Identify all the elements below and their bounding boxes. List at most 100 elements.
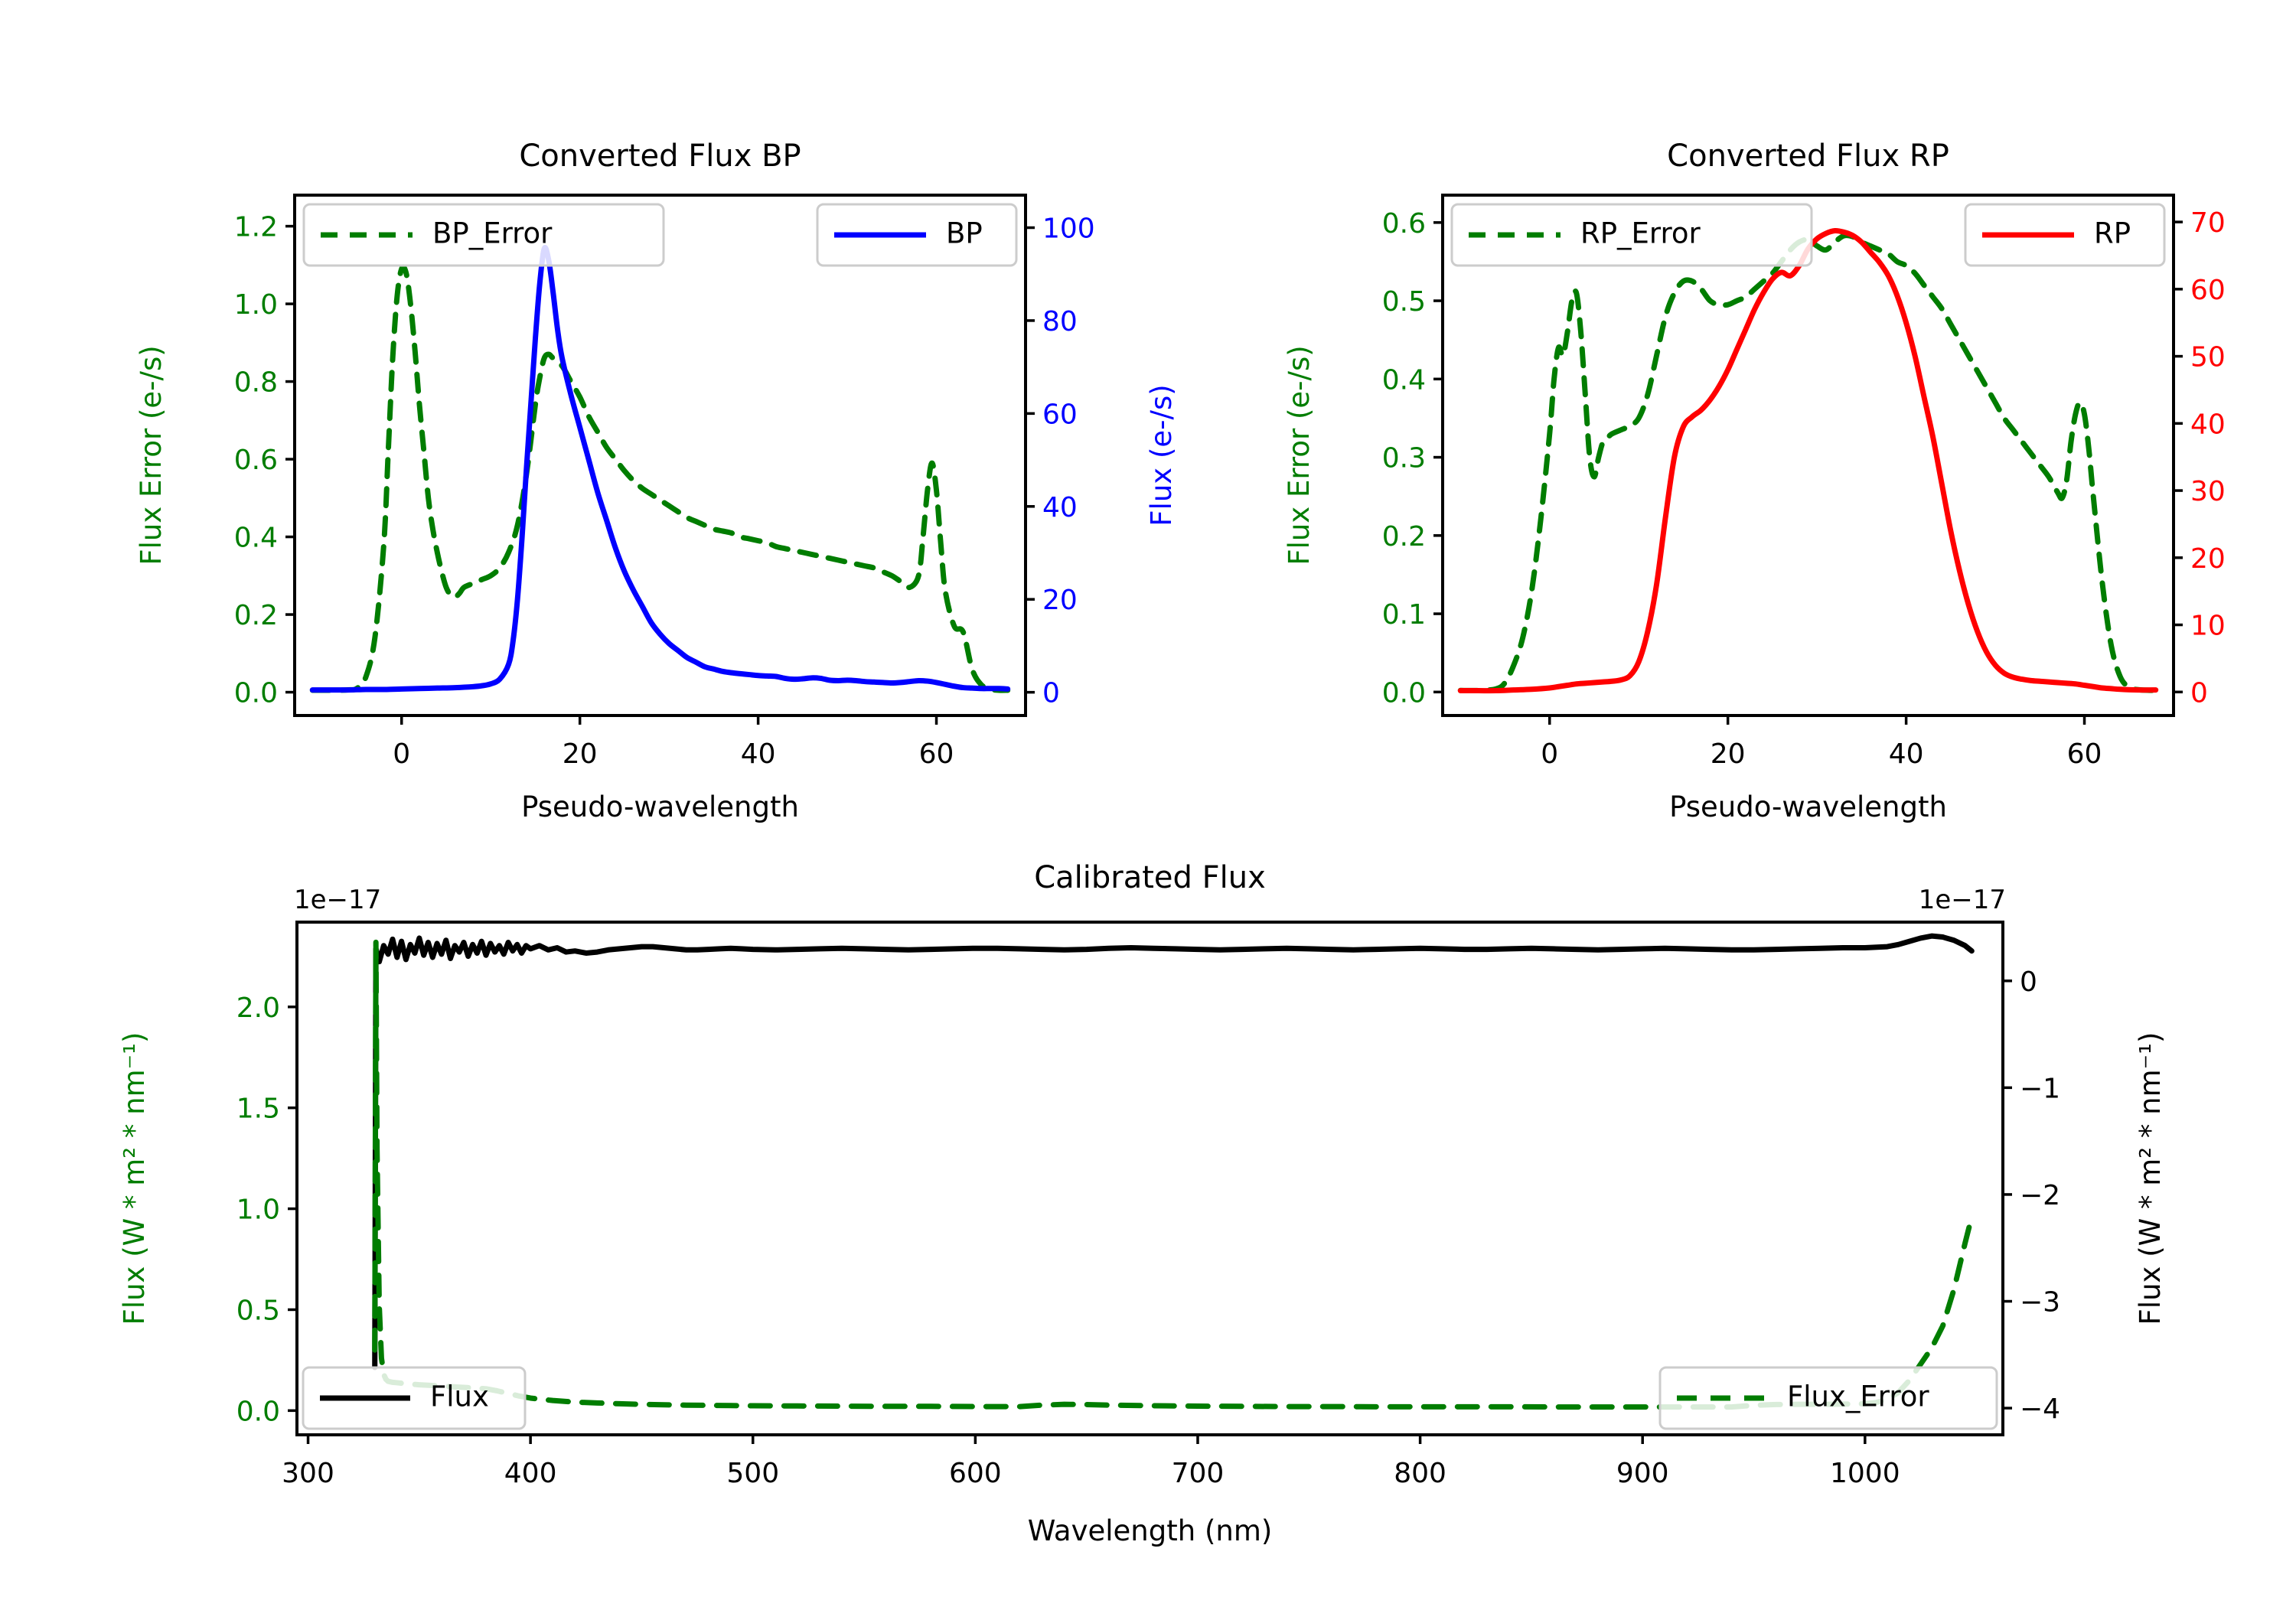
right-y-tick-label: −2 (2020, 1180, 2060, 1211)
legend-label: RP (2094, 217, 2131, 250)
chart-converted-flux-bp: Converted Flux BP 0 20 40 60 Pseudo-wavelengt… (135, 139, 1178, 823)
panel-converted-flux-rp: Converted Flux RP 0 20 40 60 Pseudo-wavelengt… (1148, 0, 2296, 826)
panel-converted-flux-bp: Converted Flux BP 0 20 40 60 Pseudo-wavelengt… (0, 0, 1178, 826)
right-y-tick-label: 40 (1042, 492, 1078, 523)
left-y-tick-label: 0.1 (1382, 599, 1426, 631)
x-tick-label: 500 (726, 1458, 779, 1489)
data-layer (309, 245, 1011, 693)
chart-converted-flux-rp: Converted Flux RP 0 20 40 60 Pseudo-wavelengt… (1283, 139, 2296, 823)
left-y-tick-label: 0.2 (234, 600, 278, 631)
left-y-tick-label: 0.0 (234, 678, 278, 709)
right-y-tick-label: 20 (2190, 543, 2226, 575)
plot-frame (1441, 194, 2175, 717)
x-tick-label: 800 (1394, 1458, 1446, 1489)
chart-title: Converted Flux BP (519, 139, 801, 174)
x-tick-label: 400 (504, 1458, 557, 1489)
x-tick-label: 600 (949, 1458, 1002, 1489)
x-tick-label: 1000 (1830, 1458, 1900, 1489)
right-y-tick-label: 60 (2190, 275, 2226, 306)
x-axis: 0 20 40 60 Pseudo-wavelength (1541, 715, 2102, 823)
left-y-tick-label: 0.0 (236, 1396, 280, 1427)
left-y-tick-label: 0.3 (1382, 443, 1426, 474)
left-y-tick-label: 0.4 (234, 523, 278, 554)
legend-flux_error[interactable]: Flux_Error (1658, 1366, 1998, 1430)
panel-calibrated-flux: Calibrated Flux 300 400 500 600 700 800 900 1000… (0, 826, 2296, 1607)
legend-rp[interactable]: RP (1964, 203, 2166, 267)
x-axis-label: Wavelength (nm) (1028, 1514, 1273, 1547)
x-tick-label: 0 (1541, 738, 1558, 770)
left-y-axis: 0.0 0.5 1.0 1.5 2.0 Flux (W * m² * nm⁻¹) 1e−17 (118, 885, 381, 1427)
plot-frame (293, 194, 1027, 717)
left-y-offset-text: 1e−17 (294, 885, 381, 915)
x-axis-label: Pseudo-wavelength (521, 790, 799, 823)
right-y-tick-label: 100 (1042, 214, 1095, 245)
legend-rp_error[interactable]: RP_Error (1450, 203, 1813, 267)
legend-flux[interactable]: Flux (302, 1366, 527, 1430)
series-rp_error (1457, 233, 2159, 693)
legend-label: Flux (430, 1380, 489, 1413)
left-y-tick-label: 2.0 (236, 993, 280, 1024)
right-y-axis-label: Flux (e-/s) (1145, 384, 1178, 526)
left-y-axis-label: Flux (W * m² * nm⁻¹) (118, 1032, 151, 1325)
left-y-tick-label: 1.2 (234, 212, 278, 243)
series-bp (309, 245, 1011, 693)
x-tick-label: 40 (1889, 738, 1924, 770)
x-axis-label: Pseudo-wavelength (1669, 790, 1947, 823)
left-y-tick-label: 0.5 (1382, 286, 1426, 318)
right-y-tick-label: 0 (2190, 677, 2208, 709)
right-y-tick-label: 60 (1042, 399, 1078, 430)
right-y-tick-label: 50 (2190, 342, 2226, 373)
left-y-tick-label: 0.8 (234, 367, 278, 399)
x-tick-label: 40 (741, 738, 776, 770)
left-y-tick-label: 1.0 (236, 1195, 280, 1226)
left-y-tick-label: 0.6 (1382, 208, 1426, 240)
right-y-tick-label: 10 (2190, 611, 2226, 642)
legend-label: RP_Error (1580, 217, 1701, 250)
x-tick-label: 900 (1616, 1458, 1669, 1489)
data-layer (1457, 227, 2159, 694)
legend-label: BP (946, 217, 983, 250)
legend-bp[interactable]: BP (816, 203, 1018, 267)
left-y-tick-label: 0.0 (1382, 677, 1426, 709)
left-y-axis: 0.0 0.2 0.4 0.6 0.8 1.0 1.2 Flux Error (e-/s) (135, 212, 295, 709)
right-y-tick-label: 70 (2190, 207, 2226, 239)
x-axis: 300 400 500 600 700 800 900 1000 Wavelength (nm) (282, 1435, 1900, 1547)
chart-title: Calibrated Flux (1034, 860, 1266, 895)
left-y-tick-label: 0.5 (236, 1295, 280, 1326)
x-tick-label: 0 (393, 738, 410, 770)
right-y-tick-label: −3 (2020, 1287, 2060, 1319)
legend-label: BP_Error (432, 217, 553, 250)
right-y-tick-label: 0 (2020, 966, 2037, 998)
right-y-axis-label: Flux (e-/s) (2293, 384, 2296, 526)
chart-title: Converted Flux RP (1667, 139, 1949, 174)
x-tick-label: 60 (919, 738, 954, 770)
left-y-tick-label: 0.4 (1382, 364, 1426, 396)
left-y-axis-label: Flux Error (e-/s) (135, 345, 168, 565)
right-y-tick-label: 80 (1042, 306, 1078, 337)
right-y-axis: 0 20 40 60 80 100 Flux (e-/s) (1026, 214, 1178, 709)
x-axis: 0 20 40 60 Pseudo-wavelength (393, 715, 954, 823)
legend-label: Flux_Error (1787, 1380, 1929, 1413)
x-tick-label: 20 (1711, 738, 1746, 770)
right-y-axis-label: Flux (W * m² * nm⁻¹) (2134, 1032, 2167, 1325)
right-y-tick-label: 30 (2190, 476, 2226, 507)
plot-frame (295, 921, 2004, 1436)
left-y-tick-label: 0.6 (234, 445, 278, 476)
left-y-axis: 0.0 0.1 0.2 0.3 0.4 0.5 0.6 Flux Error (e-/s) (1283, 208, 1443, 709)
right-y-tick-label: 20 (1042, 585, 1078, 616)
legend-bp_error[interactable]: BP_Error (302, 203, 665, 267)
series-bp_error (309, 264, 1011, 693)
left-y-tick-label: 1.0 (234, 289, 278, 321)
right-y-offset-text: 1e−17 (1919, 885, 2006, 915)
right-y-tick-label: −1 (2020, 1073, 2060, 1104)
left-y-tick-label: 0.2 (1382, 521, 1426, 553)
right-y-axis: 0 −1 −2 −3 −4 Flux (W * m² * nm⁻¹) 1e−17 (1919, 885, 2167, 1425)
left-y-tick-label: 1.5 (236, 1094, 280, 1125)
x-tick-label: 60 (2067, 738, 2102, 770)
left-y-axis-label: Flux Error (e-/s) (1283, 345, 1316, 565)
right-y-tick-label: 40 (2190, 409, 2226, 440)
series-flux_error (372, 939, 1975, 1410)
right-y-tick-label: 0 (1042, 678, 1060, 709)
data-layer (372, 933, 1975, 1410)
chart-calibrated-flux: Calibrated Flux 300 400 500 600 700 800 900 1000… (118, 860, 2167, 1547)
